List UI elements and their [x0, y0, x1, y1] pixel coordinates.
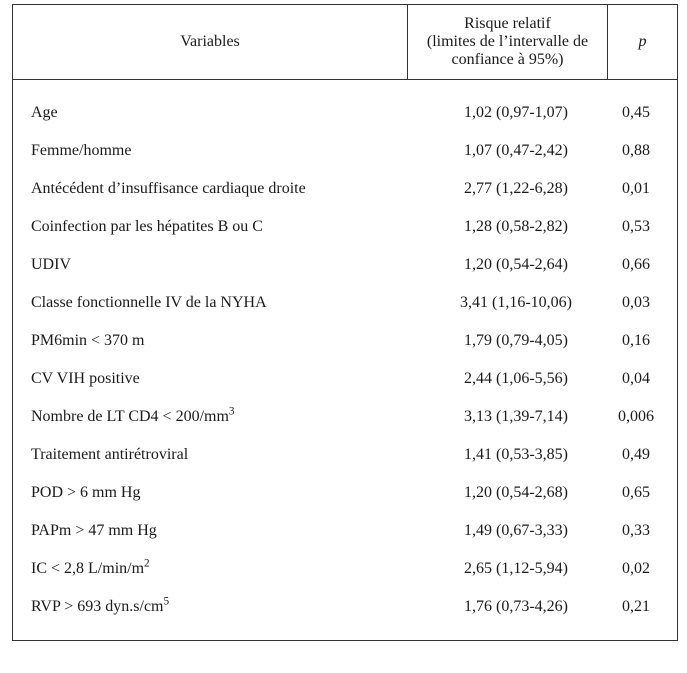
cell-variable: PM6min < 370 m — [27, 332, 426, 350]
table-row: Classe fonctionnelle IV de la NYHA3,41 (… — [27, 284, 663, 322]
cell-variable: POD > 6 mm Hg — [27, 484, 426, 502]
cell-p: 0,33 — [606, 522, 666, 540]
cell-p: 0,53 — [606, 218, 666, 236]
cell-p: 0,66 — [606, 256, 666, 274]
table-row: PAPm > 47 mm Hg1,49 (0,67-3,33)0,33 — [27, 512, 663, 550]
header-risk: Risque relatif (limites de l’intervalle … — [408, 5, 608, 80]
cell-risk: 1,41 (0,53-3,85) — [426, 446, 606, 464]
cell-variable: UDIV — [27, 256, 426, 274]
table-row: Femme/homme1,07 (0,47-2,42)0,88 — [27, 132, 663, 170]
cell-risk: 2,44 (1,06-5,56) — [426, 370, 606, 388]
table-row: PM6min < 370 m1,79 (0,79-4,05)0,16 — [27, 322, 663, 360]
table-header: Variables Risque relatif (limites de l’i… — [13, 5, 678, 80]
cell-variable: Femme/homme — [27, 142, 426, 160]
rows-host: Age1,02 (0,97-1,07)0,45Femme/homme1,07 (… — [13, 80, 677, 640]
cell-p: 0,01 — [606, 180, 666, 198]
header-variables: Variables — [13, 5, 408, 80]
cell-risk: 2,77 (1,22-6,28) — [426, 180, 606, 198]
cell-p: 0,21 — [606, 598, 666, 616]
cell-risk: 2,65 (1,12-5,94) — [426, 560, 606, 578]
cell-variable: Traitement antirétroviral — [27, 446, 426, 464]
table-row: Age1,02 (0,97-1,07)0,45 — [27, 94, 663, 132]
cell-p: 0,04 — [606, 370, 666, 388]
page: Variables Risque relatif (limites de l’i… — [0, 0, 687, 673]
table-body: Age1,02 (0,97-1,07)0,45Femme/homme1,07 (… — [13, 80, 678, 641]
cell-risk: 1,02 (0,97-1,07) — [426, 104, 606, 122]
cell-p: 0,02 — [606, 560, 666, 578]
cell-p: 0,45 — [606, 104, 666, 122]
cell-risk: 1,49 (0,67-3,33) — [426, 522, 606, 540]
cell-variable: IC < 2,8 L/min/m2 — [27, 560, 426, 578]
cell-variable: Nombre de LT CD4 < 200/mm3 — [27, 408, 426, 426]
cell-p: 0,65 — [606, 484, 666, 502]
cell-variable: Classe fonctionnelle IV de la NYHA — [27, 294, 426, 312]
header-risk-line1: Risque relatif — [416, 15, 599, 33]
cell-risk: 3,41 (1,16-10,06) — [426, 294, 606, 312]
cell-risk: 1,79 (0,79-4,05) — [426, 332, 606, 350]
header-risk-line2: (limites de l’intervalle de — [416, 33, 599, 51]
table-row: Nombre de LT CD4 < 200/mm33,13 (1,39-7,1… — [27, 398, 663, 436]
table-row: Traitement antirétroviral1,41 (0,53-3,85… — [27, 436, 663, 474]
table-row: IC < 2,8 L/min/m22,65 (1,12-5,94)0,02 — [27, 550, 663, 588]
cell-variable: Coinfection par les hépatites B ou C — [27, 218, 426, 236]
table-row: POD > 6 mm Hg1,20 (0,54-2,68)0,65 — [27, 474, 663, 512]
header-p: p — [608, 5, 678, 80]
cell-risk: 1,20 (0,54-2,68) — [426, 484, 606, 502]
cell-p: 0,49 — [606, 446, 666, 464]
header-risk-line3: confiance à 95%) — [416, 51, 599, 69]
cell-risk: 1,20 (0,54-2,64) — [426, 256, 606, 274]
table-row: Coinfection par les hépatites B ou C1,28… — [27, 208, 663, 246]
cell-risk: 1,28 (0,58-2,82) — [426, 218, 606, 236]
cell-risk: 1,07 (0,47-2,42) — [426, 142, 606, 160]
cell-variable: PAPm > 47 mm Hg — [27, 522, 426, 540]
cell-risk: 1,76 (0,73-4,26) — [426, 598, 606, 616]
cell-variable: RVP > 693 dyn.s/cm5 — [27, 598, 426, 616]
header-p-text: p — [639, 33, 647, 50]
table-row: CV VIH positive2,44 (1,06-5,56)0,04 — [27, 360, 663, 398]
table-row: RVP > 693 dyn.s/cm51,76 (0,73-4,26)0,21 — [27, 588, 663, 626]
cell-variable: CV VIH positive — [27, 370, 426, 388]
cell-p: 0,16 — [606, 332, 666, 350]
cell-risk: 3,13 (1,39-7,14) — [426, 408, 606, 426]
cell-p: 0,03 — [606, 294, 666, 312]
header-variables-text: Variables — [180, 33, 240, 50]
table-body-cell: Age1,02 (0,97-1,07)0,45Femme/homme1,07 (… — [13, 80, 678, 641]
table-row: UDIV1,20 (0,54-2,64)0,66 — [27, 246, 663, 284]
cell-variable: Antécédent d’insuffisance cardiaque droi… — [27, 180, 426, 198]
risk-table: Variables Risque relatif (limites de l’i… — [12, 4, 678, 641]
cell-p: 0,006 — [606, 408, 666, 426]
cell-p: 0,88 — [606, 142, 666, 160]
table-row: Antécédent d’insuffisance cardiaque droi… — [27, 170, 663, 208]
cell-variable: Age — [27, 104, 426, 122]
